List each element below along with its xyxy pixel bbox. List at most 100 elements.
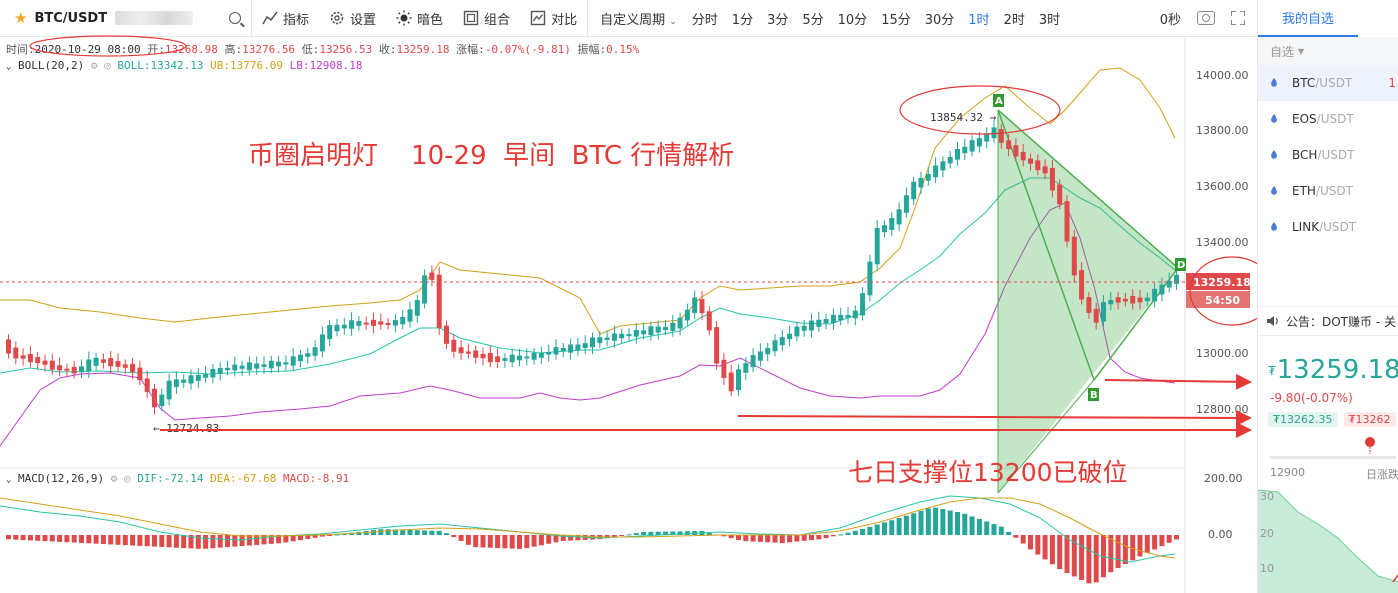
favorite-star-icon[interactable]: ★ (14, 9, 28, 27)
mini-tick-10: 10 (1260, 562, 1274, 575)
price-tick-13400: 13400.00 (1196, 236, 1249, 249)
macd-bar (1137, 535, 1143, 557)
macd-bar (743, 535, 749, 542)
candle-body (473, 350, 479, 358)
announcement-bar[interactable]: 公告：DOT赚币 - 关 (1258, 306, 1398, 336)
visibility-eye-icon[interactable]: ◎ (124, 472, 131, 485)
visibility-eye-icon[interactable]: ◎ (104, 59, 111, 72)
symbol-name: BTC/USDT (34, 10, 108, 26)
period-15m[interactable]: 15分 (881, 12, 911, 28)
candle-body (845, 315, 851, 318)
candle-body (378, 321, 384, 325)
location-pin-icon (1365, 437, 1375, 454)
amplitude-value: 0.15% (606, 43, 640, 56)
candle-body (787, 333, 793, 340)
candle-body (1144, 297, 1150, 302)
chart-canvas[interactable]: 14000.00 13800.00 13600.00 13400.00 1300… (0, 38, 1275, 593)
period-3h[interactable]: 3时 (1038, 12, 1061, 28)
candle-body (334, 324, 340, 332)
current-price: ₮13259.18 (1268, 355, 1398, 385)
macd-bar (210, 535, 216, 549)
watchlist-tab[interactable]: 我的自选 (1258, 0, 1358, 37)
time-highlight-circle (29, 35, 187, 57)
candle-body (487, 352, 493, 363)
macd-bar (35, 535, 41, 541)
macd-bar (276, 535, 282, 544)
period-30m[interactable]: 30分 (924, 12, 955, 28)
period-1m[interactable]: 1分 (731, 12, 754, 28)
candle-body (816, 319, 822, 327)
chevron-down-icon[interactable]: ⌄ (6, 475, 12, 485)
search-icon[interactable] (229, 12, 241, 24)
period-10m[interactable]: 10分 (837, 12, 868, 28)
compare-button[interactable]: 对比 (520, 0, 587, 37)
compare-label: 对比 (551, 12, 578, 28)
candle-body (874, 228, 880, 265)
dark-mode-button[interactable]: 暗色 (386, 0, 453, 37)
candle-body (1042, 166, 1048, 174)
watchlist-filter[interactable]: 自选 ▼ (1258, 37, 1398, 65)
macd-bar (436, 530, 442, 535)
period-timeline[interactable]: 分时 (691, 12, 718, 28)
macd-bar (137, 535, 143, 546)
ask-price[interactable]: ₮13262 (1343, 412, 1396, 427)
candle-body (371, 319, 376, 326)
candle-body (655, 326, 661, 333)
boll-legend: ⌄ BOLL(20,2) ⚙ ◎ BOLL:13342.13 UB:13776.… (6, 59, 362, 72)
fullscreen-icon[interactable] (1231, 11, 1245, 25)
watchlist-item[interactable]: EOS/USDT (1258, 101, 1398, 137)
candle-body (276, 361, 282, 367)
candle-body (852, 310, 858, 319)
candle-body (728, 372, 734, 392)
watchlist-item[interactable]: LINK/USDT (1258, 209, 1398, 245)
candle-body (152, 388, 157, 408)
camera-icon[interactable] (1197, 11, 1215, 25)
coin-quote: /USDT (1316, 112, 1354, 126)
candle-body (1049, 167, 1055, 191)
watchlist-item[interactable]: BTC/USDT 1 (1258, 65, 1398, 101)
change-label: 涨幅: (456, 43, 485, 56)
symbol-selector[interactable]: ★ BTC/USDT (0, 0, 252, 37)
candle-body (13, 347, 19, 359)
candle-body (181, 379, 187, 383)
candle-body (823, 319, 829, 324)
macd-bar (706, 532, 712, 535)
macd-bar (327, 535, 333, 536)
macd-bar (1166, 535, 1172, 543)
combo-button[interactable]: 组合 (453, 0, 520, 37)
period-5m[interactable]: 5分 (802, 12, 824, 28)
settings-gear-icon[interactable]: ⚙ (110, 472, 118, 485)
candle-body (422, 275, 428, 304)
coin-change: 1 (1388, 76, 1396, 90)
macd-bar (1042, 535, 1048, 560)
kline-chart[interactable]: 14000.00 13800.00 13600.00 13400.00 1300… (0, 35, 1275, 593)
settings-button[interactable]: 设置 (319, 0, 386, 37)
candle-body (969, 140, 975, 152)
candle-body (458, 347, 464, 354)
chevron-down-icon[interactable]: ⌄ (6, 62, 12, 72)
candle-body (195, 374, 201, 381)
coin-drop-icon (1271, 114, 1277, 123)
period-2h[interactable]: 2时 (1003, 12, 1025, 28)
candle-body (1130, 296, 1136, 304)
candle-body (254, 363, 260, 369)
macd-bar (42, 535, 48, 542)
watchlist-item[interactable]: BCH/USDT (1258, 137, 1398, 173)
macd-bar (49, 535, 55, 542)
period-1h[interactable]: 1时 (968, 12, 990, 28)
candle-body (765, 347, 771, 355)
point-a-label: A (995, 96, 1003, 107)
watchlist-item[interactable]: ETH/USDT (1258, 173, 1398, 209)
macd-bar (400, 529, 406, 535)
macd-bar (1057, 535, 1063, 570)
period-3m[interactable]: 3分 (767, 12, 789, 28)
custom-period-dropdown[interactable]: 自定义周期 ⌄ (588, 9, 685, 28)
macd-bar (670, 531, 676, 535)
macd-bar (217, 535, 223, 548)
currency-symbol: ₮ (1268, 363, 1276, 378)
bid-price[interactable]: ₮13262.35 (1268, 412, 1338, 427)
macd-bar (239, 535, 245, 547)
macd-bar (619, 535, 625, 536)
settings-gear-icon[interactable]: ⚙ (90, 59, 98, 72)
indicators-button[interactable]: 指标 (252, 0, 319, 37)
